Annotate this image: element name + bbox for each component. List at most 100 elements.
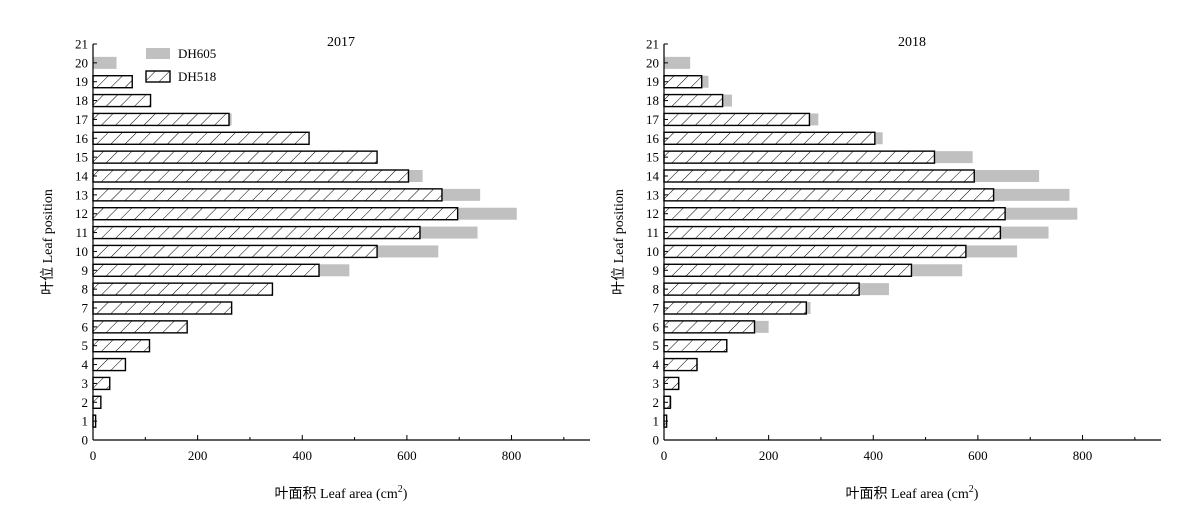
bar-dh518-leaf-16 xyxy=(663,131,876,145)
bar-dh518-leaf-13 xyxy=(92,188,443,202)
bar-dh518-leaf-12 xyxy=(92,207,459,221)
y-tick-label: 7 xyxy=(82,301,89,316)
axes-group: 0 200 400 600 800012345678910111213141516171… xyxy=(75,37,590,463)
y-tick-label: 0 xyxy=(653,433,660,448)
y-tick-label: 9 xyxy=(653,263,660,278)
y-tick-label: 20 xyxy=(646,55,659,70)
y-tick-label: 12 xyxy=(75,206,88,221)
y-tick-label: 13 xyxy=(75,187,88,202)
y-tick-label: 9 xyxy=(82,263,89,278)
bar-dh518-leaf-18 xyxy=(663,93,724,108)
bar-dh518-leaf-16 xyxy=(92,131,310,145)
chart-title: 2018 xyxy=(898,35,926,50)
bar-dh518-leaf-10 xyxy=(663,244,967,259)
bar-dh518-leaf-15 xyxy=(92,150,378,164)
bar-dh518-leaf-12 xyxy=(663,207,1006,221)
bar-dh518-leaf-8 xyxy=(92,282,274,296)
y-tick-label: 1 xyxy=(82,414,89,429)
bar-dh518-leaf-13 xyxy=(663,188,995,202)
y-tick-label: 1 xyxy=(653,414,660,429)
chart-2017: 2017 0 200 400 600 8000123456789101112131415… xyxy=(40,35,590,502)
y-tick-label: 19 xyxy=(75,74,88,89)
bar-dh518-leaf-14 xyxy=(92,169,410,183)
bar-dh518-leaf-9 xyxy=(663,263,913,277)
bar-dh518-leaf-6 xyxy=(663,320,756,334)
x-tick-label: 200 xyxy=(188,448,208,463)
x-axis-title: 叶面积 Leaf area (cm2) xyxy=(846,484,979,502)
bar-dh518-leaf-18 xyxy=(92,93,152,108)
x-axis-title-end: ) xyxy=(403,487,408,502)
y-tick-label: 3 xyxy=(82,376,89,391)
y-tick-label: 15 xyxy=(646,150,659,165)
bar-dh518-leaf-4 xyxy=(92,357,127,372)
x-axis-title-main: 叶面积 Leaf area (cm xyxy=(846,486,969,502)
y-tick-label: 7 xyxy=(653,301,660,316)
y-tick-label: 14 xyxy=(646,169,660,184)
bar-dh518-leaf-4 xyxy=(663,357,698,372)
bars-group xyxy=(663,56,1078,428)
y-tick-label: 8 xyxy=(82,282,89,297)
bar-dh605-leaf-20 xyxy=(664,56,691,69)
y-tick-label: 21 xyxy=(646,37,659,52)
y-tick-label: 6 xyxy=(653,319,660,334)
x-tick-label: 400 xyxy=(864,448,884,463)
x-tick-label: 800 xyxy=(1073,448,1093,463)
y-tick-label: 20 xyxy=(75,55,88,70)
x-tick-label: 800 xyxy=(502,448,522,463)
y-axis-title: 叶位 Leaf position xyxy=(611,189,627,295)
x-axis-title-sup: 2 xyxy=(398,484,403,495)
y-tick-label: 14 xyxy=(75,169,89,184)
y-tick-label: 15 xyxy=(75,150,88,165)
y-tick-label: 16 xyxy=(75,131,89,146)
bar-dh518-leaf-5 xyxy=(92,339,151,353)
y-tick-label: 8 xyxy=(653,282,660,297)
bar-dh518-leaf-14 xyxy=(663,169,975,183)
x-tick-label: 0 xyxy=(90,448,97,463)
y-tick-label: 17 xyxy=(646,112,660,127)
y-tick-label: 5 xyxy=(82,338,89,353)
bar-dh518-leaf-6 xyxy=(92,320,188,334)
x-tick-label: 600 xyxy=(397,448,417,463)
x-tick-label: 0 xyxy=(661,448,668,463)
bar-dh518-leaf-11 xyxy=(663,225,1002,240)
y-tick-label: 12 xyxy=(646,206,659,221)
legend-swatch-dh518 xyxy=(145,70,171,83)
bars-group xyxy=(92,56,517,428)
y-tick-label: 4 xyxy=(82,357,89,372)
y-tick-label: 2 xyxy=(82,395,89,410)
x-axis-title-sup: 2 xyxy=(969,484,974,495)
y-tick-label: 4 xyxy=(653,357,660,372)
bar-dh518-leaf-7 xyxy=(663,301,807,315)
legend-label-dh605: DH605 xyxy=(178,46,216,61)
y-tick-label: 6 xyxy=(82,319,89,334)
y-tick-label: 10 xyxy=(646,244,659,259)
legend: DH605 DH518 xyxy=(145,46,216,84)
chart-2018: 2018 0 200 400 600 8000123456789101112131415… xyxy=(611,35,1161,502)
bar-dh518-leaf-8 xyxy=(663,282,860,296)
bar-dh518-leaf-17 xyxy=(92,112,230,127)
y-tick-label: 19 xyxy=(646,74,659,89)
y-tick-label: 16 xyxy=(646,131,660,146)
bar-dh518-leaf-15 xyxy=(663,150,936,164)
legend-label-dh518: DH518 xyxy=(178,69,216,84)
bar-dh518-leaf-7 xyxy=(92,301,233,315)
bar-dh518-leaf-11 xyxy=(92,225,421,240)
y-tick-label: 0 xyxy=(82,433,89,448)
bar-dh605-leaf-20 xyxy=(93,56,117,69)
y-tick-label: 5 xyxy=(653,338,660,353)
bar-dh518-leaf-17 xyxy=(663,112,811,127)
x-axis-title-end: ) xyxy=(974,487,979,502)
legend-swatch-dh605 xyxy=(146,48,170,59)
axes-group: 0 200 400 600 800012345678910111213141516171… xyxy=(646,37,1161,463)
x-axis-title-main: 叶面积 Leaf area (cm xyxy=(275,486,398,502)
y-tick-label: 10 xyxy=(75,244,88,259)
bar-dh518-leaf-19 xyxy=(663,75,703,89)
chart-title: 2017 xyxy=(327,35,355,50)
bar-dh518-leaf-9 xyxy=(92,263,320,277)
y-tick-label: 21 xyxy=(75,37,88,52)
y-tick-label: 3 xyxy=(653,376,660,391)
x-tick-label: 600 xyxy=(968,448,988,463)
y-tick-label: 11 xyxy=(75,225,88,240)
y-tick-label: 18 xyxy=(75,93,88,108)
